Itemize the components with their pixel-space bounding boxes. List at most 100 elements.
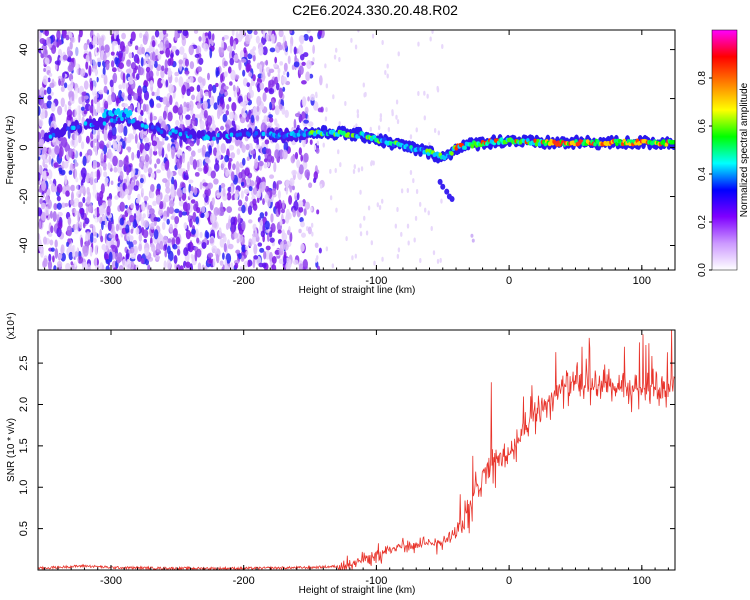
noise-cell bbox=[184, 70, 190, 75]
noise-cell bbox=[162, 178, 168, 183]
noise-cell bbox=[293, 46, 297, 55]
noise-cell bbox=[263, 250, 267, 260]
noise-cell bbox=[387, 127, 391, 133]
noise-cell bbox=[183, 101, 187, 108]
plot-frame bbox=[37, 29, 676, 271]
noise-cell bbox=[277, 205, 281, 215]
noise-cell bbox=[252, 187, 258, 195]
noise-cell bbox=[182, 187, 187, 194]
noise-cell bbox=[38, 138, 45, 146]
noise-cell bbox=[131, 151, 135, 161]
noise-cell bbox=[300, 232, 306, 238]
noise-cell bbox=[153, 250, 157, 258]
snr-series-line bbox=[38, 330, 675, 570]
noise-cell bbox=[396, 119, 400, 125]
noise-cell bbox=[231, 120, 236, 127]
noise-cell bbox=[169, 94, 173, 106]
colorbar: 0.0 0.2 0.4 0.6 0.8 Normalized spectral ampli… bbox=[697, 29, 750, 277]
noise-cell bbox=[264, 185, 270, 193]
noise-cell bbox=[284, 109, 289, 119]
noise-cell bbox=[66, 46, 71, 56]
noise-cell bbox=[89, 246, 93, 257]
noise-cell bbox=[258, 262, 264, 268]
noise-cell bbox=[100, 106, 105, 114]
noise-cell bbox=[423, 90, 426, 96]
noise-cell bbox=[50, 102, 56, 112]
x-tick-label: 0 bbox=[506, 575, 512, 587]
noise-cell bbox=[63, 82, 68, 89]
ridge-cell bbox=[302, 132, 307, 138]
noise-cell bbox=[147, 59, 152, 65]
noise-cell bbox=[208, 84, 213, 92]
noise-cell bbox=[245, 143, 250, 151]
noise-cell bbox=[207, 72, 210, 81]
noise-cell bbox=[313, 171, 318, 180]
noise-cell bbox=[378, 204, 382, 210]
noise-cell bbox=[239, 101, 246, 107]
noise-cell bbox=[85, 54, 90, 64]
noise-cell bbox=[107, 162, 111, 170]
noise-cell bbox=[54, 60, 60, 65]
noise-cell bbox=[123, 136, 127, 142]
ridge-cell bbox=[76, 124, 81, 130]
noise-cell bbox=[161, 78, 165, 84]
noise-cell bbox=[436, 258, 440, 264]
noise-cell bbox=[65, 262, 71, 270]
noise-cell bbox=[101, 74, 105, 79]
noise-cell bbox=[41, 44, 48, 50]
noise-cell bbox=[126, 165, 130, 176]
noise-cell bbox=[331, 263, 335, 269]
noise-cell bbox=[231, 30, 235, 37]
ridge-cell bbox=[51, 132, 56, 138]
noise-cell bbox=[65, 190, 70, 197]
noise-cell bbox=[138, 243, 143, 252]
noise-cell bbox=[300, 243, 305, 252]
y-tick-label: 20 bbox=[18, 92, 30, 104]
noise-cell bbox=[252, 74, 256, 82]
noise-cell bbox=[338, 121, 341, 127]
noise-cell bbox=[79, 208, 83, 214]
noise-cell bbox=[115, 233, 119, 242]
noise-cell bbox=[298, 147, 302, 156]
noise-cell bbox=[167, 111, 173, 122]
noise-cell bbox=[174, 76, 179, 83]
noise-cell bbox=[419, 258, 422, 264]
noise-cell bbox=[114, 56, 119, 65]
ridge-cell bbox=[120, 116, 124, 122]
noise-cell bbox=[149, 191, 155, 199]
noise-cell bbox=[99, 140, 105, 150]
noise-cell bbox=[88, 65, 92, 76]
noise-cell bbox=[198, 57, 204, 65]
noise-cell bbox=[68, 251, 74, 261]
noise-cell bbox=[381, 256, 384, 262]
noise-cell bbox=[109, 79, 114, 88]
noise-cell bbox=[265, 33, 269, 42]
noise-cell bbox=[68, 61, 75, 72]
noise-cell bbox=[219, 260, 224, 266]
noise-cell bbox=[259, 247, 265, 253]
noise-cell bbox=[124, 204, 128, 209]
noise-cell bbox=[247, 260, 251, 268]
noise-cell bbox=[98, 205, 104, 216]
noise-cell bbox=[337, 149, 340, 155]
noise-cell bbox=[179, 265, 184, 270]
noise-cell bbox=[213, 162, 220, 172]
noise-cell bbox=[367, 205, 371, 211]
noise-cell bbox=[57, 39, 62, 46]
noise-cell bbox=[110, 51, 115, 56]
noise-cell bbox=[144, 154, 150, 163]
noise-cell bbox=[206, 115, 213, 126]
noise-cell bbox=[202, 78, 206, 86]
noise-cell bbox=[222, 113, 228, 123]
noise-cell bbox=[269, 230, 273, 238]
y-tick-label: 1.0 bbox=[18, 480, 30, 495]
noise-cell bbox=[292, 185, 295, 191]
noise-cell bbox=[49, 239, 54, 246]
noise-cell bbox=[197, 167, 203, 172]
tail-cell bbox=[444, 188, 450, 195]
noise-cell bbox=[111, 125, 117, 137]
noise-cell bbox=[224, 258, 228, 268]
noise-cell bbox=[249, 180, 255, 187]
noise-cell bbox=[261, 181, 267, 191]
noise-cell bbox=[209, 238, 215, 244]
